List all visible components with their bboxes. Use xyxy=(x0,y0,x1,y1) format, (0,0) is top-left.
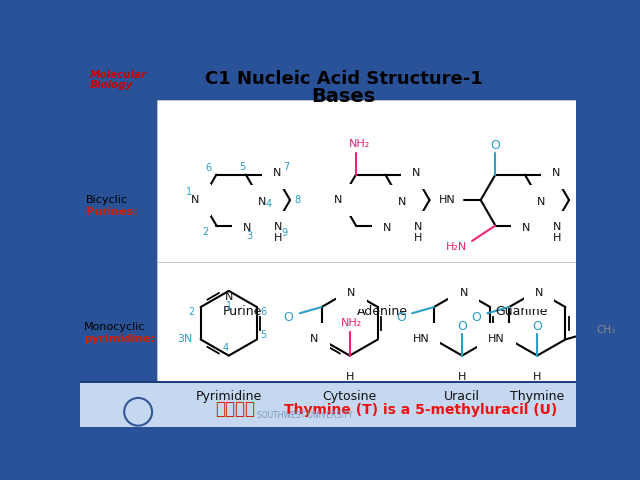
Text: C1 Nucleic Acid Structure-1: C1 Nucleic Acid Structure-1 xyxy=(205,70,483,88)
Text: N: N xyxy=(553,222,561,232)
Text: N: N xyxy=(412,168,420,178)
Text: 1: 1 xyxy=(186,187,193,197)
Text: N: N xyxy=(274,222,283,232)
Text: Monocyclic: Monocyclic xyxy=(84,322,145,332)
Text: N: N xyxy=(552,168,560,178)
Bar xyxy=(157,100,576,383)
Text: HN: HN xyxy=(413,335,429,345)
Text: O: O xyxy=(490,139,500,152)
Text: N: N xyxy=(191,195,200,205)
Text: N: N xyxy=(225,292,233,302)
Text: Purine: Purine xyxy=(223,305,262,318)
Text: NH₂: NH₂ xyxy=(348,139,370,149)
Text: 7: 7 xyxy=(283,162,289,172)
Text: O: O xyxy=(532,320,542,333)
Text: Cytosine: Cytosine xyxy=(323,390,377,403)
Text: N: N xyxy=(397,197,406,206)
Text: N: N xyxy=(273,168,281,178)
Text: Uracil: Uracil xyxy=(444,390,480,403)
Text: 3N: 3N xyxy=(177,335,193,345)
Text: H₂N: H₂N xyxy=(446,242,467,252)
Text: N: N xyxy=(537,197,545,206)
Text: Biology: Biology xyxy=(90,80,132,90)
Text: 6: 6 xyxy=(260,307,266,317)
Text: 6: 6 xyxy=(205,163,212,173)
Text: Molecular: Molecular xyxy=(90,70,147,80)
Text: HN: HN xyxy=(488,335,504,345)
Text: H: H xyxy=(346,372,354,382)
Text: CH₃: CH₃ xyxy=(596,325,616,335)
Text: N: N xyxy=(334,195,342,205)
Text: 9: 9 xyxy=(282,228,287,238)
Text: Thymine (T) is a 5-methyluracil (U): Thymine (T) is a 5-methyluracil (U) xyxy=(284,403,557,417)
Text: H: H xyxy=(553,233,561,243)
Text: O: O xyxy=(396,312,406,324)
Text: H: H xyxy=(274,233,283,243)
Text: Bicyclic: Bicyclic xyxy=(86,195,128,205)
Text: N: N xyxy=(347,288,355,298)
Text: 5: 5 xyxy=(260,330,266,340)
Text: Pyrimidine: Pyrimidine xyxy=(196,390,262,403)
Text: N: N xyxy=(522,223,531,233)
Text: 1: 1 xyxy=(226,301,232,312)
Text: N: N xyxy=(243,223,252,233)
Text: H: H xyxy=(458,372,467,382)
Text: N: N xyxy=(383,223,391,233)
Text: 4: 4 xyxy=(223,343,228,353)
Text: O: O xyxy=(457,320,467,333)
Text: Guanine: Guanine xyxy=(495,305,548,318)
Text: NH₂: NH₂ xyxy=(340,318,362,328)
Text: 5: 5 xyxy=(239,162,246,172)
Text: N: N xyxy=(310,335,319,345)
Text: N: N xyxy=(413,222,422,232)
Text: SOUTHWEST UNIVERSITY: SOUTHWEST UNIVERSITY xyxy=(257,411,353,420)
Text: 4: 4 xyxy=(265,199,271,209)
Text: N: N xyxy=(534,288,543,298)
Text: HN: HN xyxy=(439,195,456,205)
Text: N: N xyxy=(258,197,266,206)
Bar xyxy=(80,381,576,383)
Text: H: H xyxy=(533,372,541,382)
Text: pyrimidine:: pyrimidine: xyxy=(84,334,155,344)
Text: O: O xyxy=(284,312,294,324)
Text: N: N xyxy=(460,288,468,298)
Text: Bases: Bases xyxy=(312,86,376,106)
Text: Adenine: Adenine xyxy=(356,305,408,318)
Bar xyxy=(80,381,576,427)
Text: 西南大学: 西南大学 xyxy=(215,400,255,418)
Text: 3: 3 xyxy=(246,231,252,241)
Text: H: H xyxy=(413,233,422,243)
Text: 8: 8 xyxy=(294,195,301,205)
Text: O: O xyxy=(471,312,481,324)
Text: 2: 2 xyxy=(188,307,195,317)
Text: Thymine: Thymine xyxy=(510,390,564,403)
Text: Purines:: Purines: xyxy=(86,206,138,216)
Text: 2: 2 xyxy=(202,227,209,237)
